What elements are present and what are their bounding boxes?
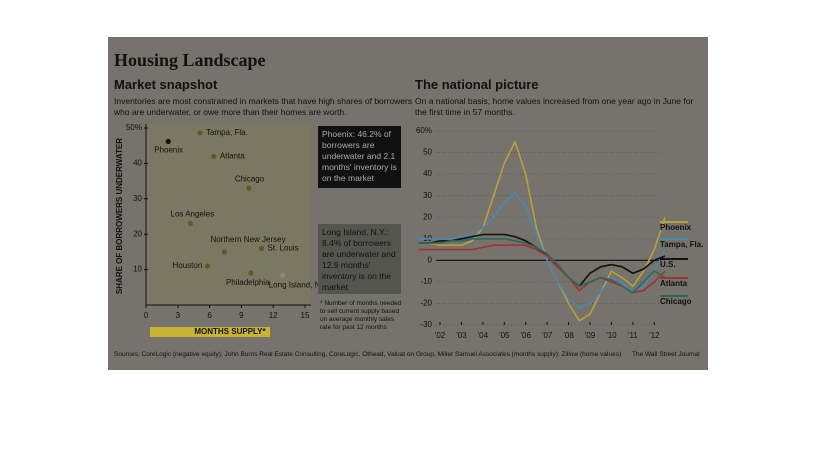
point <box>197 130 203 136</box>
x-tick-label: 3 <box>176 311 181 320</box>
y-tick-label: 50% <box>126 123 142 132</box>
point-label: St. Louis <box>268 243 299 252</box>
x-tick-label: 15 <box>301 311 310 320</box>
x-axis-label: MONTHS SUPPLY* <box>194 327 266 336</box>
point-label: Tampa, Fla. <box>206 128 248 137</box>
x-tick-label: '02 <box>435 331 446 340</box>
x-tick-label: '07 <box>542 331 553 340</box>
chart-subtitle: On a national basis, home values increas… <box>415 96 694 117</box>
y-tick-label: 50 <box>423 148 432 157</box>
series-line <box>418 192 666 309</box>
point <box>258 245 265 251</box>
point-label: Los Angeles <box>171 210 215 219</box>
point-label: Long Island, N.Y. <box>269 280 329 289</box>
x-label-bar <box>150 327 270 337</box>
y-tick-label: 60% <box>416 126 432 135</box>
x-tick-label: 12 <box>269 311 278 320</box>
point-label: Northern New Jersey <box>210 235 285 244</box>
page-title: Housing Landscape <box>114 50 266 70</box>
point-label: Atlanta <box>220 151 245 160</box>
y-tick-label: 30 <box>133 194 142 203</box>
point-label: Phoenix <box>154 146 183 155</box>
chart-title: Market snapshot <box>114 77 218 92</box>
x-tick-label: '06 <box>521 331 532 340</box>
point <box>211 153 217 159</box>
annotation: Phoenix: 46.2% of borrowers are underwat… <box>318 126 401 188</box>
y-tick-label: 40 <box>133 159 142 168</box>
x-tick-label: '12 <box>649 331 660 340</box>
x-tick-label: '08 <box>563 331 574 340</box>
y-tick-label: -30 <box>420 320 432 329</box>
series-line <box>418 244 666 294</box>
source: Sources: CoreLogic (negative equity); Jo… <box>114 351 622 358</box>
credit: The Wall Street Journal <box>632 351 700 358</box>
legend-label: Chicago <box>660 297 692 306</box>
x-tick-label: 6 <box>207 311 212 320</box>
legend-label: Phoenix <box>660 223 692 232</box>
x-tick-label: '09 <box>585 331 596 340</box>
x-tick-label: 0 <box>144 311 149 320</box>
x-tick-label: 9 <box>239 311 244 320</box>
y-tick-label: 20 <box>423 212 432 221</box>
chart-subtitle: Inventories are most constrained in mark… <box>114 96 413 117</box>
footnote: * Number of months needed to sell curren… <box>320 300 402 331</box>
series-line <box>418 139 666 322</box>
point-label: Philadelphia <box>226 278 270 287</box>
series-line <box>418 238 666 294</box>
point <box>221 249 228 255</box>
point <box>248 270 254 276</box>
y-tick-label: -10 <box>420 277 432 286</box>
y-tick-label: 0 <box>428 255 433 264</box>
x-tick-label: '03 <box>456 331 467 340</box>
point <box>187 220 194 227</box>
x-tick-label: '04 <box>478 331 489 340</box>
y-tick-label: 30 <box>423 191 432 200</box>
point <box>246 185 252 191</box>
annotation: Long Island, N.Y.: 8.4% of borrowers are… <box>318 224 401 294</box>
x-tick-label: '11 <box>628 331 638 340</box>
point <box>280 272 286 278</box>
legend-label: Tampa, Fla. <box>660 240 703 249</box>
series-line <box>418 233 666 288</box>
x-tick-label: '05 <box>499 331 510 340</box>
chart-title: The national picture <box>415 77 539 92</box>
y-tick-label: 10 <box>133 265 142 274</box>
point-label: Chicago <box>235 174 265 183</box>
y-tick-label: 20 <box>133 229 142 238</box>
legend-label: U.S. <box>660 260 676 269</box>
x-tick-label: '10 <box>606 331 617 340</box>
legend-label: Atlanta <box>660 279 688 288</box>
point <box>165 138 171 145</box>
y-tick-label: 40 <box>423 169 432 178</box>
point-label: Houston <box>172 261 202 270</box>
y-axis-label: SHARE OF BORROWERS UNDERWATER <box>115 138 124 294</box>
point <box>204 263 211 269</box>
y-tick-label: -20 <box>420 299 432 308</box>
